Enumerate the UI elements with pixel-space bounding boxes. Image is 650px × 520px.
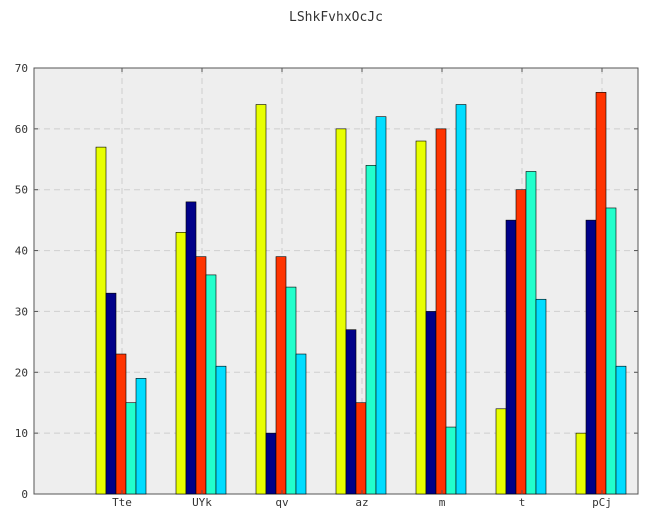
bar-qv-series-3 (275, 256, 287, 495)
x-tick-label: qv (275, 496, 289, 509)
bars (95, 92, 627, 495)
bar-pcj-series-3 (595, 92, 607, 495)
bar-t-series-1 (495, 408, 507, 495)
bar-m-series-4 (445, 426, 457, 495)
bar-qv-series-4 (285, 286, 297, 495)
y-tick-label: 70 (15, 62, 28, 75)
bar-t-series-4 (525, 171, 537, 495)
bar-az-series-5 (375, 116, 387, 495)
bar-tte-series-1 (95, 146, 107, 495)
bar-az-series-4 (365, 165, 377, 495)
bar-tte-series-3 (115, 353, 127, 495)
bar-az-series-3 (355, 402, 367, 495)
y-tick-label: 40 (15, 245, 28, 258)
bar-pcj-series-1 (575, 432, 587, 495)
bar-qv-series-2 (265, 432, 277, 495)
bar-uyk-series-4 (205, 274, 217, 495)
x-tick-label: Tte (112, 496, 132, 509)
x-tick-label: az (355, 496, 368, 509)
bar-qv-series-1 (255, 104, 267, 495)
bar-m-series-1 (415, 140, 427, 495)
bar-tte-series-2 (105, 292, 117, 495)
bar-tte-series-4 (125, 402, 137, 495)
x-tick-label: m (439, 496, 446, 509)
y-tick-label: 60 (15, 123, 28, 136)
bar-pcj-series-5 (615, 365, 627, 495)
y-tick-label: 30 (15, 305, 28, 318)
axis-ticks: 0 10 20 30 40 50 60 70 Tte UYk qv az m t pCj (15, 62, 638, 509)
bar-az-series-1 (335, 128, 347, 495)
chart-title: LShkFvhxOcJc (289, 10, 383, 25)
bar-t-series-2 (505, 219, 517, 495)
bar-t-series-3 (515, 189, 527, 495)
bar-t-series-5 (535, 298, 547, 495)
bar-tte-series-5 (135, 378, 147, 495)
bar-m-series-5 (455, 104, 467, 495)
x-tick-label: t (519, 496, 526, 509)
bar-az-series-2 (345, 329, 357, 495)
bar-uyk-series-5 (215, 365, 227, 495)
bar-uyk-series-2 (185, 201, 197, 495)
bar-uyk-series-1 (175, 232, 187, 495)
x-tick-label: pCj (592, 496, 612, 509)
bar-qv-series-5 (295, 353, 307, 495)
bar-pcj-series-2 (585, 219, 597, 495)
x-tick-label: UYk (192, 496, 212, 509)
bar-uyk-series-3 (195, 256, 207, 495)
y-tick-label: 20 (15, 366, 28, 379)
bar-pcj-series-4 (605, 207, 617, 495)
bar-m-series-3 (435, 128, 447, 495)
y-tick-label: 0 (21, 488, 28, 501)
y-tick-label: 50 (15, 184, 28, 197)
bar-m-series-2 (425, 311, 437, 495)
y-tick-label: 10 (15, 427, 28, 440)
